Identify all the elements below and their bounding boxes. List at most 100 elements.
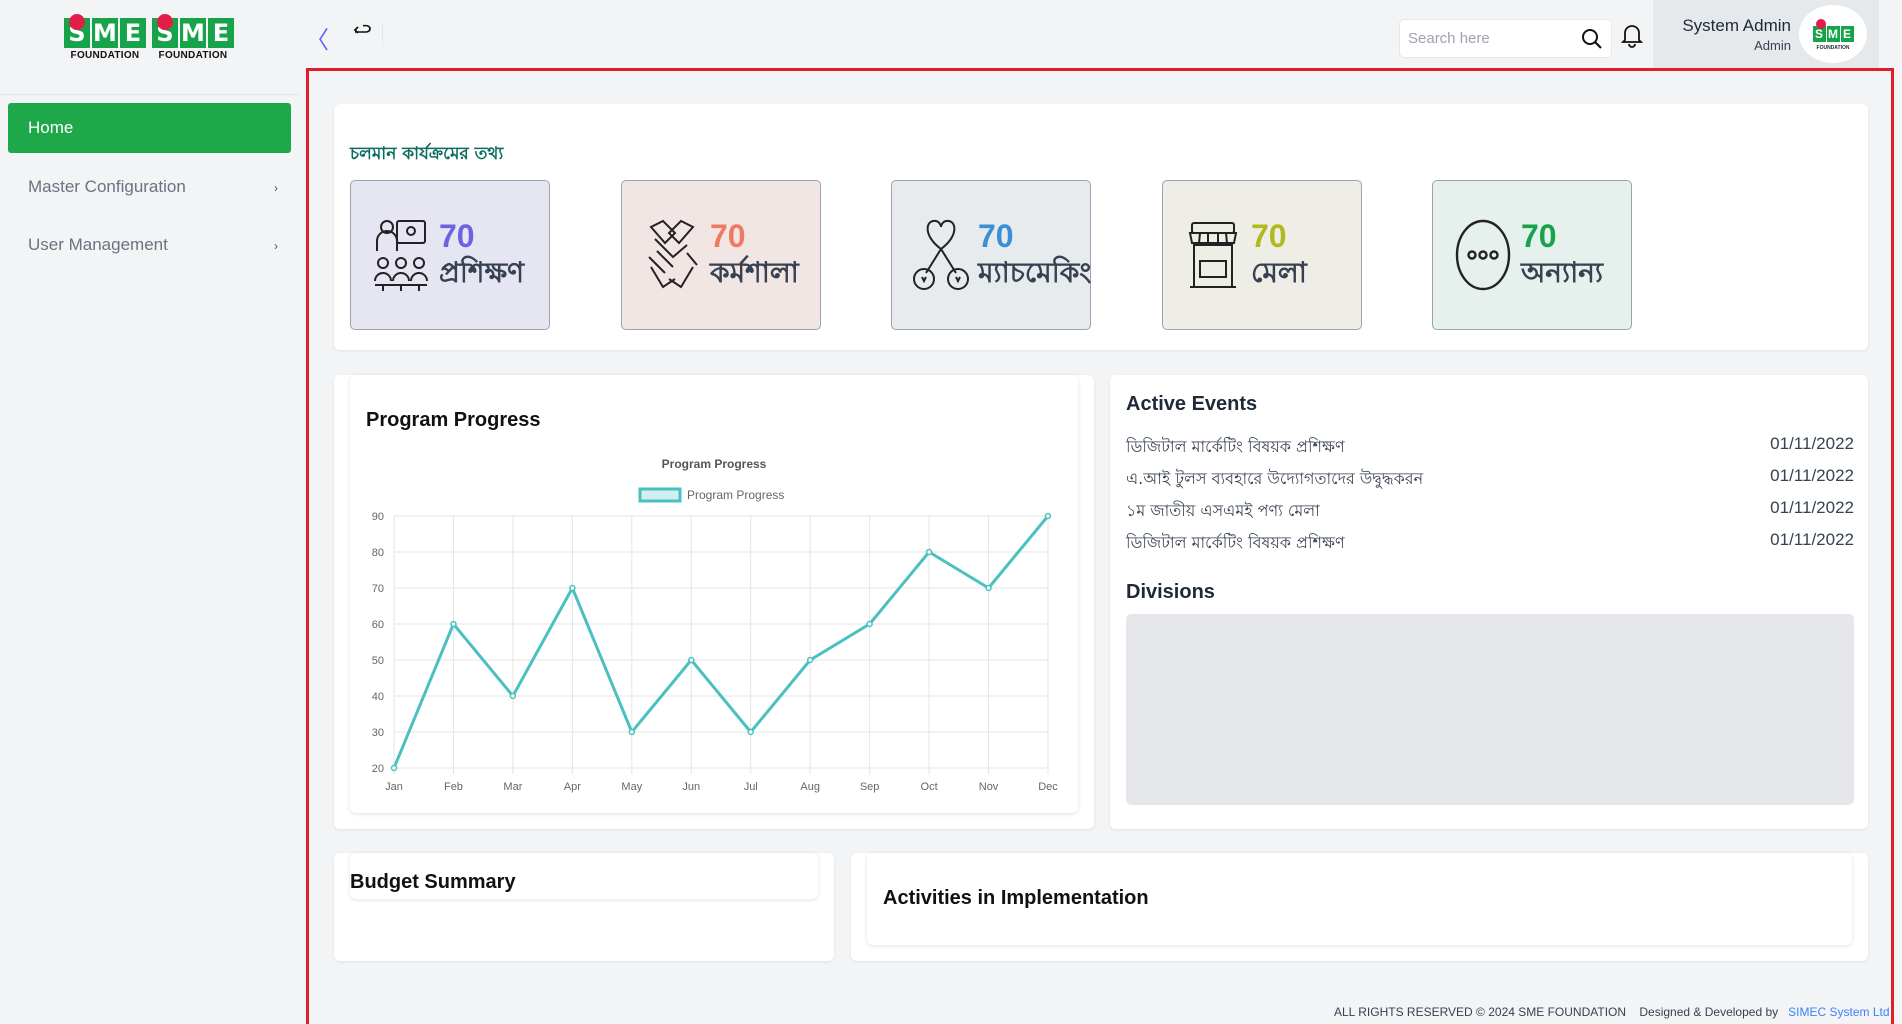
footer-rights: ALL RIGHTS RESERVED © 2024 SME FOUNDATIO… [1334, 1005, 1627, 1019]
event-name: ডিজিটাল মার্কেটিং বিষয়ক প্রশিক্ষণ [1126, 533, 1345, 552]
search-box[interactable] [1399, 19, 1612, 58]
sidebar-item-home[interactable]: Home [8, 103, 291, 153]
x-tick-label: Oct [921, 781, 938, 793]
x-tick-label: Mar [503, 781, 522, 793]
event-date: 01/11/2022 [1770, 530, 1854, 549]
data-point [866, 620, 873, 628]
stat-label: ম্যাচমেকিং [978, 256, 1092, 289]
data-point [569, 584, 576, 592]
user-name: System Admin [1682, 15, 1791, 35]
program-progress-chart: Program Progress Program Progress 20 30 40 50… [372, 457, 1059, 793]
data-point [509, 692, 517, 700]
sidebar-item-label: User Management [28, 235, 168, 254]
series-line [392, 515, 1050, 769]
x-tick-label: Aug [800, 781, 820, 793]
event-name: ডিজিটাল মার্কেটিং বিষয়ক প্রশিক্ষণ [1126, 437, 1345, 456]
more-icon [1453, 215, 1513, 295]
legend-swatch [638, 487, 682, 503]
footer-company-link[interactable]: SIMEC System Ltd [1788, 1005, 1890, 1019]
stat-card-workshop[interactable]: 70 কর্মশালা [621, 180, 821, 330]
activities-panel [867, 853, 1852, 945]
activities-title: Activities in Implementation [883, 887, 1149, 909]
divisions-map-placeholder [1126, 614, 1854, 805]
stat-label: অন্যান্য [1521, 256, 1604, 289]
toolbar-divider [382, 22, 383, 46]
stat-count: 70 [439, 218, 475, 254]
chart-title: Program Progress [662, 457, 767, 471]
x-tick-label: May [621, 781, 642, 793]
data-point [985, 584, 992, 592]
y-tick-label: 60 [372, 619, 384, 631]
y-tick-label: 50 [372, 655, 384, 667]
running-programs-title: চলমান কার্যক্রমের তথ্য [350, 144, 504, 164]
footer-designed-by: Designed & Developed by [1639, 1005, 1779, 1019]
data-point [390, 764, 398, 772]
sidebar-item-user-management[interactable]: User Management › [28, 235, 278, 255]
sme-foundation-logo[interactable]: S M E FOUNDATION S M E FOUNDATION [64, 14, 234, 61]
stat-count: 70 [978, 218, 1014, 254]
chevron-right-icon: › [274, 181, 278, 195]
stat-card-others[interactable]: 70 অন্যান্য [1432, 180, 1632, 330]
event-name: এ.আই টুলস ব্যবহারে উদ্যোগতাদের উদ্বুদ্ধক… [1126, 469, 1424, 488]
program-progress-panel [350, 375, 1078, 813]
x-tick-label: Dec [1038, 781, 1058, 793]
event-date: 01/11/2022 [1770, 466, 1854, 485]
undo-icon[interactable] [353, 20, 373, 46]
sidebar: S M E FOUNDATION S M E FOUNDATION Home M… [0, 0, 300, 980]
stat-label: কর্মশালা [710, 256, 799, 289]
stat-card-training[interactable]: 70 প্রশিক্ষণ [350, 180, 550, 330]
x-tick-label: Feb [444, 781, 463, 793]
active-events-title: Active Events [1126, 393, 1258, 415]
y-tick-label: 40 [372, 691, 384, 703]
legend-label: Program Progress [687, 488, 784, 502]
footer: ALL RIGHTS RESERVED © 2024 SME FOUNDATIO… [1334, 1005, 1890, 1019]
chevron-right-icon: › [274, 239, 278, 253]
matchmaking-icon [912, 215, 970, 295]
x-tick-label: Jun [682, 781, 700, 793]
user-profile-menu[interactable]: System Admin Admin S M E FOUNDATION [1653, 0, 1879, 68]
stat-count: 70 [1521, 218, 1557, 254]
event-row[interactable]: ১ম জাতীয় এসএমই পণ্য মেলা 01/11/2022 [1126, 498, 1854, 525]
handshake-icon [642, 215, 702, 295]
event-row[interactable]: ডিজিটাল মার্কেটিং বিষয়ক প্রশিক্ষণ 01/11… [1126, 434, 1854, 461]
data-point [450, 620, 457, 628]
event-date: 01/11/2022 [1770, 498, 1854, 517]
data-point [925, 548, 933, 556]
stat-label: মেলা [1251, 256, 1307, 289]
sidebar-divider [0, 94, 300, 95]
fair-stall-icon [1183, 215, 1243, 295]
y-tick-label: 90 [372, 511, 384, 523]
event-date: 01/11/2022 [1770, 434, 1854, 453]
data-point [688, 656, 695, 664]
data-point [806, 656, 814, 664]
stat-card-fair[interactable]: 70 মেলা [1162, 180, 1362, 330]
event-row[interactable]: এ.আই টুলস ব্যবহারে উদ্যোগতাদের উদ্বুদ্ধক… [1126, 466, 1854, 493]
x-tick-label: Nov [979, 781, 999, 793]
budget-summary-title: Budget Summary [350, 871, 516, 893]
x-tick-label: Apr [564, 781, 581, 793]
program-progress-title: Program Progress [366, 409, 541, 431]
avatar[interactable]: S M E FOUNDATION [1799, 5, 1867, 63]
notification-bell-icon[interactable] [1620, 22, 1644, 53]
stat-count: 70 [710, 218, 746, 254]
stat-card-matchmaking[interactable]: 70 ম্যাচমেকিং [891, 180, 1091, 330]
stat-label: প্রশিক্ষণ [439, 256, 525, 289]
data-point [747, 728, 754, 736]
budget-summary-header [350, 853, 818, 899]
sidebar-item-label: Master Configuration [28, 177, 186, 196]
x-tick-label: Sep [860, 781, 880, 793]
search-icon[interactable] [1581, 28, 1603, 50]
running-programs-card [334, 104, 1868, 350]
divisions-title: Divisions [1126, 581, 1215, 603]
event-name: ১ম জাতীয় এসএমই পণ্য মেলা [1126, 501, 1320, 520]
y-tick-label: 80 [372, 547, 384, 559]
search-input[interactable] [1408, 30, 1578, 47]
x-tick-label: Jul [744, 781, 758, 793]
stat-count: 70 [1251, 218, 1287, 254]
collapse-sidebar-icon[interactable]: 〈 [305, 27, 329, 54]
data-point [628, 728, 636, 736]
event-row[interactable]: ডিজিটাল মার্কেটিং বিষয়ক প্রশিক্ষণ 01/11… [1126, 530, 1854, 557]
y-tick-label: 20 [372, 763, 384, 775]
y-tick-label: 70 [372, 583, 384, 595]
sidebar-item-master-configuration[interactable]: Master Configuration › [28, 177, 278, 197]
